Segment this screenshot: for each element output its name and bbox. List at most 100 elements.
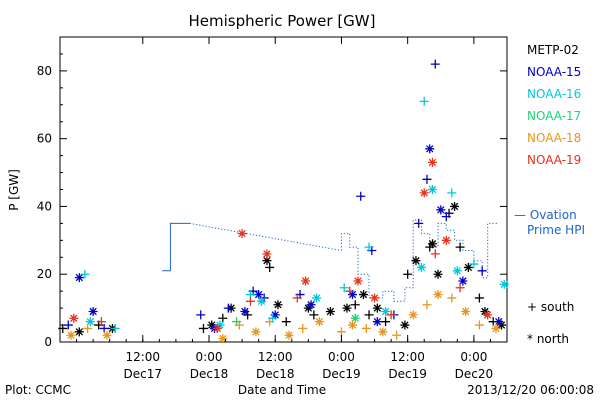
legend-entry: NOAA-15 <box>527 65 581 79</box>
data-point <box>85 317 95 327</box>
data-point <box>414 218 424 228</box>
data-point <box>306 300 316 310</box>
ovation-segment <box>340 219 499 302</box>
data-point <box>419 96 429 106</box>
x-tick-label-date: Dec17 <box>124 367 163 381</box>
data-point <box>265 262 275 272</box>
x-tick-label-date: Dec19 <box>322 367 361 381</box>
data-point <box>411 256 421 266</box>
data-point <box>461 307 471 316</box>
data-point <box>370 293 380 303</box>
data-point <box>430 59 440 69</box>
data-point <box>312 293 322 303</box>
data-point <box>298 323 308 333</box>
ovation-segment <box>162 222 190 272</box>
data-point <box>425 144 435 154</box>
legend-entry: NOAA-17 <box>527 109 581 123</box>
data-point <box>237 229 247 239</box>
x-tick-label-date: Dec18 <box>256 367 295 381</box>
x-tick-label-time: 12:00 <box>125 350 160 364</box>
data-point <box>339 283 349 293</box>
data-point <box>463 262 473 272</box>
data-point <box>309 310 319 320</box>
data-point <box>458 276 468 286</box>
y-tick-label: 40 <box>37 199 52 213</box>
legend-entry: NOAA-16 <box>527 87 581 101</box>
chart-title: Hemispheric Power [GW] <box>189 12 376 30</box>
data-point <box>386 310 396 320</box>
x-tick-label-time: 0:00 <box>328 350 355 364</box>
data-point <box>419 188 429 198</box>
data-point <box>350 300 360 310</box>
data-point <box>234 320 244 330</box>
footer-plot-credit: Plot: CCMC <box>5 383 71 397</box>
data-point <box>83 323 93 333</box>
data-point <box>63 320 73 330</box>
data-point <box>381 307 391 316</box>
data-point <box>196 310 206 320</box>
data-point <box>425 242 435 252</box>
data-point <box>110 323 120 333</box>
data-point <box>254 290 264 300</box>
legend-entry: METP-02 <box>527 43 579 57</box>
data-point <box>430 249 440 259</box>
x-axis-label: Date and Time <box>238 383 326 397</box>
x-tick-label-date: Dec19 <box>388 367 427 381</box>
data-points <box>58 59 509 344</box>
x-tick-label-time: 0:00 <box>460 350 487 364</box>
data-point <box>364 242 374 252</box>
data-point <box>422 174 432 184</box>
data-point <box>74 273 84 283</box>
data-point <box>102 330 112 340</box>
data-point <box>350 313 360 323</box>
data-point <box>428 157 437 167</box>
legend-ovation-line1: — Ovation <box>514 208 577 222</box>
data-point <box>359 290 369 300</box>
marker-legend-north: * north <box>527 332 569 346</box>
data-point <box>69 313 79 323</box>
data-point <box>494 317 504 327</box>
x-tick-label-time: 12:00 <box>258 350 293 364</box>
data-point <box>99 323 109 333</box>
data-point <box>262 256 272 266</box>
data-point <box>469 259 479 269</box>
y-axis-label: P [GW] <box>7 169 21 211</box>
data-point <box>428 185 437 194</box>
data-point <box>381 317 391 327</box>
data-point <box>342 303 352 313</box>
data-point <box>452 266 462 276</box>
data-point <box>441 212 451 222</box>
data-point <box>74 327 84 337</box>
data-point <box>218 334 228 344</box>
data-point <box>212 323 222 333</box>
data-point <box>483 310 493 320</box>
data-point <box>400 320 410 330</box>
data-point <box>284 330 294 340</box>
data-point <box>223 303 233 313</box>
data-point <box>364 310 374 320</box>
legend-entry: NOAA-18 <box>527 131 581 145</box>
data-point <box>292 293 302 303</box>
series-metp-02 <box>58 201 506 337</box>
data-point <box>198 323 208 333</box>
legend-entry: NOAA-19 <box>527 153 581 167</box>
series-noaa-16 <box>80 96 509 333</box>
marker-legend-south: + south <box>527 300 574 314</box>
data-point <box>447 293 457 303</box>
data-point <box>392 330 402 340</box>
data-point <box>455 283 465 293</box>
data-point <box>441 235 451 245</box>
data-point <box>245 296 255 306</box>
data-point <box>301 276 311 286</box>
data-point <box>281 317 291 327</box>
data-point <box>474 293 484 303</box>
data-point <box>265 317 275 327</box>
data-point <box>416 262 426 272</box>
data-point <box>356 191 366 201</box>
series-noaa-15 <box>63 59 504 333</box>
x-tick-label-date: Dec18 <box>190 367 229 381</box>
data-point <box>345 286 355 296</box>
data-point <box>251 327 261 337</box>
data-point <box>436 205 446 215</box>
x-tick-label-time: 0:00 <box>196 350 223 364</box>
